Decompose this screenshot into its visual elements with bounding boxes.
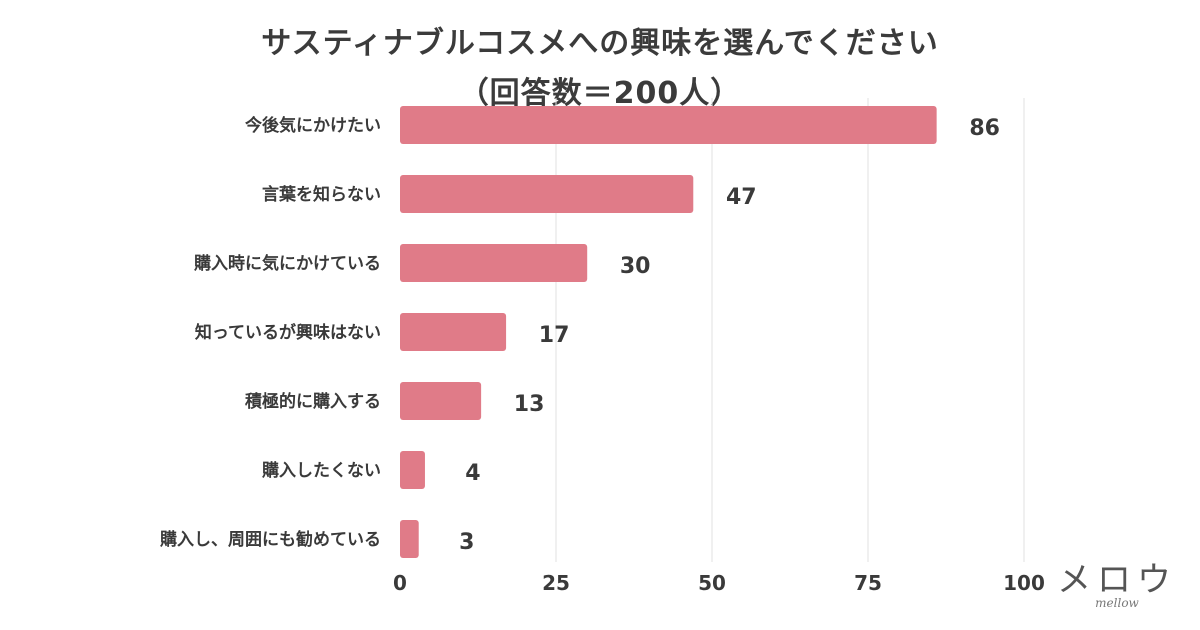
x-tick-label: 100 bbox=[1003, 571, 1045, 595]
value-label: 13 bbox=[514, 392, 545, 417]
category-label: 購入時に気にかけている bbox=[194, 253, 381, 274]
value-label: 47 bbox=[726, 185, 757, 210]
x-tick-label: 25 bbox=[542, 571, 570, 595]
value-label: 30 bbox=[620, 254, 651, 279]
value-label: 4 bbox=[465, 461, 480, 486]
category-labels: 今後気にかけたい言葉を知らない購入時に気にかけている知っているが興味はない積極的… bbox=[160, 115, 381, 550]
category-label: 知っているが興味はない bbox=[194, 322, 381, 343]
bar bbox=[400, 106, 937, 144]
x-tick-label: 50 bbox=[698, 571, 726, 595]
x-tick-label: 0 bbox=[393, 571, 407, 595]
gridlines bbox=[555, 98, 1025, 562]
category-label: 言葉を知らない bbox=[262, 184, 381, 205]
value-label: 17 bbox=[539, 323, 570, 348]
value-labels: 86 47 30 17 13 4 3 bbox=[459, 116, 1000, 555]
chart-title-line1: サスティナブルコスメへの興味を選んでください bbox=[261, 26, 939, 61]
bar bbox=[400, 313, 507, 351]
logo-subtext: mellow bbox=[1095, 596, 1139, 610]
chart-title-line2: （回答数＝200人） bbox=[458, 76, 742, 111]
value-label: 86 bbox=[969, 116, 1000, 141]
bar bbox=[400, 175, 694, 213]
bar bbox=[400, 451, 425, 489]
category-label: 購入し、周囲にも勧めている bbox=[160, 529, 381, 550]
logo-text: メロウ bbox=[1057, 560, 1177, 600]
bars bbox=[400, 106, 937, 558]
bar bbox=[400, 244, 588, 282]
x-tick-label: 75 bbox=[854, 571, 882, 595]
category-label: 積極的に購入する bbox=[245, 391, 381, 412]
bar bbox=[400, 382, 482, 420]
value-label: 3 bbox=[459, 530, 474, 555]
category-label: 今後気にかけたい bbox=[245, 115, 381, 136]
mellow-logo: メロウ mellow bbox=[1052, 552, 1182, 622]
category-label: 購入したくない bbox=[262, 460, 381, 481]
chart-title: サスティナブルコスメへの興味を選んでください （回答数＝200人） bbox=[0, 18, 1200, 112]
x-tick-labels: 0 25 50 75 100 bbox=[393, 571, 1045, 595]
bar bbox=[400, 520, 419, 558]
